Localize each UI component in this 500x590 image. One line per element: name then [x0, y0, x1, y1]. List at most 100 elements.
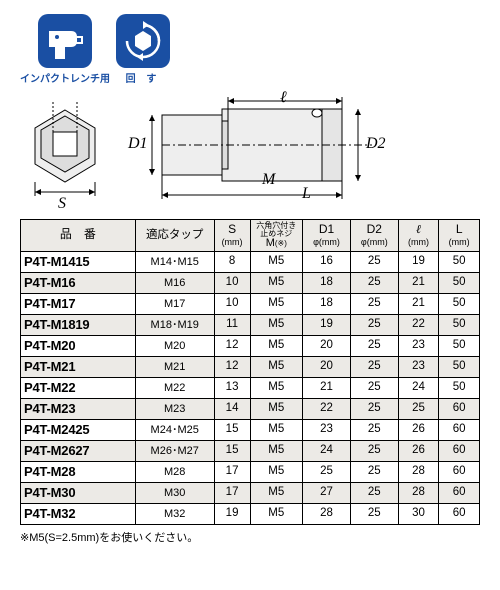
impact-wrench-icon — [38, 14, 92, 68]
cell-M: M5 — [250, 420, 303, 441]
cell-tap: M17 — [135, 294, 214, 315]
cell-D1: 22 — [303, 399, 351, 420]
cell-ell: 21 — [398, 294, 439, 315]
cell-ell: 23 — [398, 357, 439, 378]
cell-D1: 20 — [303, 357, 351, 378]
cell-D2: 25 — [350, 399, 398, 420]
cell-M: M5 — [250, 441, 303, 462]
cell-D2: 25 — [350, 441, 398, 462]
cell-M: M5 — [250, 462, 303, 483]
dim-d2: D2 — [366, 135, 386, 153]
cell-S: 15 — [214, 441, 250, 462]
cell-pn: P4T-M22 — [21, 378, 136, 399]
cell-ell: 26 — [398, 441, 439, 462]
table-row: P4T-M1819M18･M1911M519252250 — [21, 315, 480, 336]
cell-ell: 28 — [398, 462, 439, 483]
table-row: P4T-M1415M14･M158M516251950 — [21, 252, 480, 273]
table-row: P4T-M16M1610M518252150 — [21, 273, 480, 294]
cell-ell: 25 — [398, 399, 439, 420]
cell-D2: 25 — [350, 273, 398, 294]
cell-ell: 24 — [398, 378, 439, 399]
cell-D1: 23 — [303, 420, 351, 441]
cell-tap: M32 — [135, 504, 214, 525]
cell-D1: 18 — [303, 294, 351, 315]
cell-tap: M18･M19 — [135, 315, 214, 336]
cell-tap: M21 — [135, 357, 214, 378]
table-row: P4T-M2627M26･M2715M524252660 — [21, 441, 480, 462]
cell-D1: 18 — [303, 273, 351, 294]
cell-D1: 27 — [303, 483, 351, 504]
cell-pn: P4T-M1819 — [21, 315, 136, 336]
cell-M: M5 — [250, 336, 303, 357]
cell-L: 50 — [439, 357, 480, 378]
impact-wrench-icon-box: インパクトレンチ用 — [20, 14, 110, 85]
cell-tap: M24･M25 — [135, 420, 214, 441]
cell-D2: 25 — [350, 357, 398, 378]
cell-D2: 25 — [350, 252, 398, 273]
table-row: P4T-M30M3017M527252860 — [21, 483, 480, 504]
cell-L: 60 — [439, 420, 480, 441]
cell-S: 12 — [214, 336, 250, 357]
footnote: ※M5(S=2.5mm)をお使いください。 — [20, 529, 480, 545]
cell-pn: P4T-M2627 — [21, 441, 136, 462]
cell-S: 14 — [214, 399, 250, 420]
cell-pn: P4T-M30 — [21, 483, 136, 504]
cell-tap: M20 — [135, 336, 214, 357]
turn-label: 回 す — [126, 70, 161, 85]
dim-l: L — [302, 185, 311, 203]
cell-pn: P4T-M23 — [21, 399, 136, 420]
cell-M: M5 — [250, 504, 303, 525]
th-m: 六角穴付き止めネジM(※) — [250, 220, 303, 252]
cell-L: 60 — [439, 399, 480, 420]
cell-D2: 25 — [350, 420, 398, 441]
cell-tap: M16 — [135, 273, 214, 294]
th-ell: ℓ(mm) — [398, 220, 439, 252]
table-row: P4T-M28M2817M525252860 — [21, 462, 480, 483]
dim-m: M — [262, 171, 275, 189]
cell-ell: 28 — [398, 483, 439, 504]
table-header-row: 品 番 適応タップ S(mm) 六角穴付き止めネジM(※) D1φ(mm) D2… — [21, 220, 480, 252]
impact-wrench-label: インパクトレンチ用 — [20, 70, 110, 85]
cell-D2: 25 — [350, 462, 398, 483]
cell-pn: P4T-M21 — [21, 357, 136, 378]
cell-ell: 30 — [398, 504, 439, 525]
turn-icon — [116, 14, 170, 68]
cell-ell: 26 — [398, 420, 439, 441]
cell-L: 60 — [439, 483, 480, 504]
cell-tap: M22 — [135, 378, 214, 399]
dim-d1: D1 — [128, 135, 148, 153]
table-row: P4T-M32M3219M528253060 — [21, 504, 480, 525]
cell-ell: 22 — [398, 315, 439, 336]
cell-D1: 25 — [303, 462, 351, 483]
cell-L: 60 — [439, 504, 480, 525]
th-l: L(mm) — [439, 220, 480, 252]
cell-L: 60 — [439, 441, 480, 462]
cell-D2: 25 — [350, 336, 398, 357]
cell-S: 17 — [214, 483, 250, 504]
cell-D1: 20 — [303, 336, 351, 357]
hex-front-view — [20, 98, 110, 198]
cell-pn: P4T-M17 — [21, 294, 136, 315]
dim-s: S — [58, 195, 66, 212]
cell-M: M5 — [250, 357, 303, 378]
table-row: P4T-M21M2112M520252350 — [21, 357, 480, 378]
table-row: P4T-M23M2314M522252560 — [21, 399, 480, 420]
cell-pn: P4T-M1415 — [21, 252, 136, 273]
cell-tap: M26･M27 — [135, 441, 214, 462]
cell-L: 50 — [439, 273, 480, 294]
cell-S: 19 — [214, 504, 250, 525]
cell-S: 12 — [214, 357, 250, 378]
cell-M: M5 — [250, 483, 303, 504]
cell-pn: P4T-M32 — [21, 504, 136, 525]
cell-pn: P4T-M2425 — [21, 420, 136, 441]
cell-D1: 19 — [303, 315, 351, 336]
cell-D1: 28 — [303, 504, 351, 525]
cell-L: 50 — [439, 378, 480, 399]
cell-D2: 25 — [350, 378, 398, 399]
cell-L: 60 — [439, 462, 480, 483]
cell-tap: M14･M15 — [135, 252, 214, 273]
cell-pn: P4T-M20 — [21, 336, 136, 357]
cell-pn: P4T-M28 — [21, 462, 136, 483]
cell-L: 50 — [439, 315, 480, 336]
cell-M: M5 — [250, 273, 303, 294]
